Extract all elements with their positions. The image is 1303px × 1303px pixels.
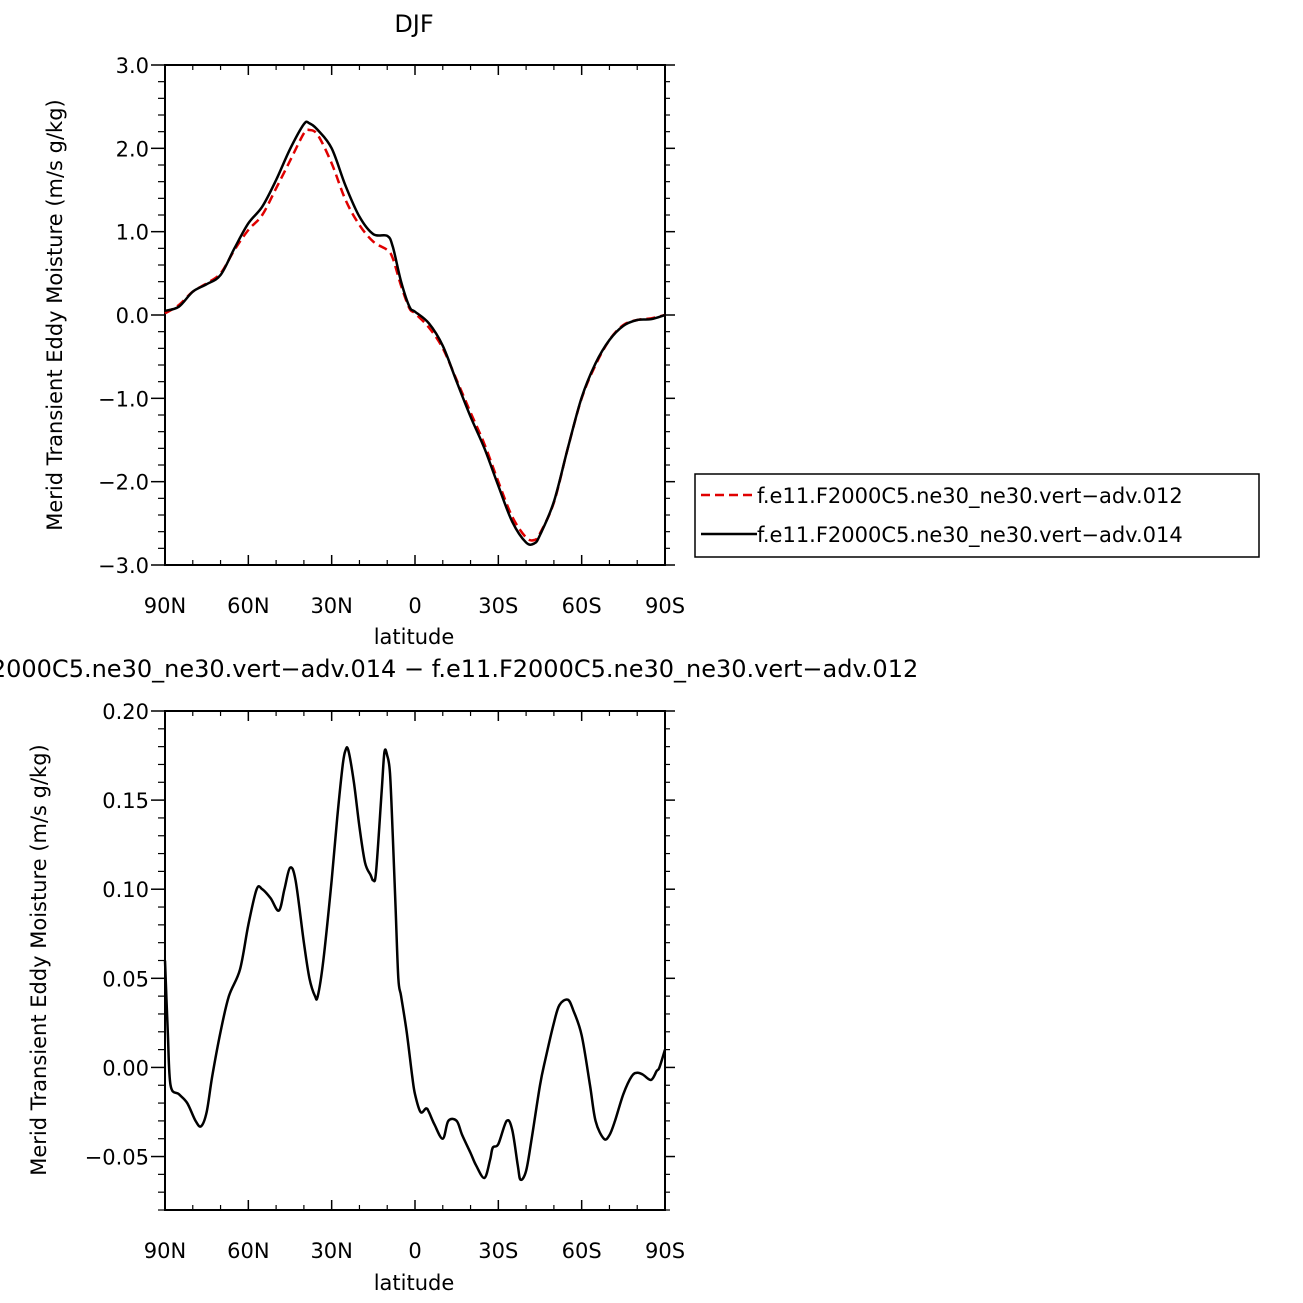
- chart1-x-tick-label: 90N: [144, 594, 186, 618]
- chart1-y-tick-label: 1.0: [116, 221, 149, 245]
- chart1-x-axis-label: latitude: [374, 625, 455, 649]
- legend-box: [694, 473, 1260, 558]
- chart1-x-tick-label: 60S: [562, 594, 602, 618]
- chart1-y-tick-label: −3.0: [98, 554, 149, 578]
- chart2-y-axis-label: Merid Transient Eddy Moisture (m/s g/kg): [27, 744, 51, 1176]
- chart1-frame: [164, 64, 666, 566]
- chart1-y-tick-label: 2.0: [116, 137, 149, 161]
- chart2-x-tick-label: 60S: [562, 1239, 602, 1263]
- chart1-x-tick-label: 90S: [645, 594, 685, 618]
- chart1-y-axis-label: Merid Transient Eddy Moisture (m/s g/kg): [43, 99, 67, 531]
- legend-label-series-014: f.e11.F2000C5.ne30_ne30.vert−adv.014: [757, 523, 1183, 548]
- chart1-series-line-1: [164, 120, 666, 546]
- chart1-x-tick-label: 30S: [478, 594, 518, 618]
- chart1-legend: f.e11.F2000C5.ne30_ne30.vert−adv.012 f.e…: [694, 473, 1260, 558]
- chart2-y-tick-label: 0.15: [102, 789, 149, 813]
- chart1-x-tick-label: 60N: [227, 594, 269, 618]
- chart2-frame: [164, 710, 666, 1211]
- chart1-plot-area: 90N 60N 30N 0 30S 60S 90S 3.0 2.0 1.0 0.0 −1.0 −2.0 −…: [98, 54, 685, 618]
- chart1-y-tick-label: −1.0: [98, 387, 149, 411]
- chart2-series-line-0: [163, 745, 667, 1182]
- chart1-x-tick-label: 0: [408, 594, 421, 618]
- chart2-y-tick-label: −0.05: [85, 1146, 149, 1170]
- chart2-plot-area: 90N 60N 30N 0 30S 60S 90S 0.20 0.15 0.10 0.05 0.00 −…: [85, 700, 685, 1263]
- chart1-title: DJF: [394, 10, 433, 38]
- chart1-series-line-0: [164, 128, 666, 542]
- chart2-y-tick-label: 0.05: [102, 967, 149, 991]
- chart2-x-axis-label: latitude: [374, 1271, 455, 1295]
- chart1-y-tick-label: 0.0: [116, 304, 149, 328]
- chart2-x-tick-label: 30S: [478, 1239, 518, 1263]
- chart2-x-tick-label: 90N: [144, 1239, 186, 1263]
- chart1-x-tick-label: 30N: [310, 594, 352, 618]
- chart2-y-tick-label: 0.00: [102, 1056, 149, 1080]
- chart2-title: f.e11.F2000C5.ne30_ne30.vert−adv.014 − f…: [0, 655, 918, 683]
- chart1-y-tick-label: 3.0: [116, 54, 149, 78]
- chart2-x-tick-label: 90S: [645, 1239, 685, 1263]
- chart2-x-tick-label: 0: [408, 1239, 421, 1263]
- chart1-y-tick-label: −2.0: [98, 471, 149, 495]
- chart2-x-tick-label: 60N: [227, 1239, 269, 1263]
- chart2-x-tick-label: 30N: [310, 1239, 352, 1263]
- chart2-y-tick-label: 0.10: [102, 878, 149, 902]
- chart2-y-tick-label: 0.20: [102, 700, 149, 724]
- legend-label-series-012: f.e11.F2000C5.ne30_ne30.vert−adv.012: [757, 484, 1183, 509]
